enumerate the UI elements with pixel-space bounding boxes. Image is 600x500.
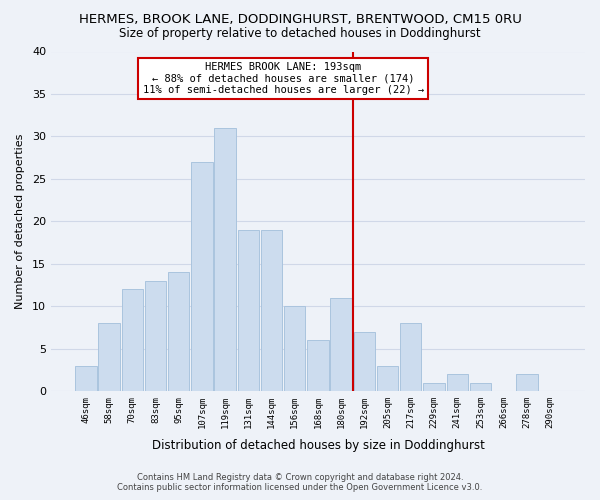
Bar	[238, 230, 259, 392]
Bar	[261, 230, 282, 392]
Bar	[516, 374, 538, 392]
Text: Contains HM Land Registry data © Crown copyright and database right 2024.
Contai: Contains HM Land Registry data © Crown c…	[118, 473, 482, 492]
Bar	[191, 162, 212, 392]
Bar	[354, 332, 375, 392]
Bar	[331, 298, 352, 392]
Bar	[307, 340, 329, 392]
Bar	[122, 290, 143, 392]
Y-axis label: Number of detached properties: Number of detached properties	[15, 134, 25, 309]
Bar	[168, 272, 190, 392]
Bar	[400, 324, 421, 392]
Bar	[75, 366, 97, 392]
Text: HERMES BROOK LANE: 193sqm
← 88% of detached houses are smaller (174)
11% of semi: HERMES BROOK LANE: 193sqm ← 88% of detac…	[143, 62, 424, 95]
Bar	[214, 128, 236, 392]
Bar	[470, 383, 491, 392]
X-axis label: Distribution of detached houses by size in Doddinghurst: Distribution of detached houses by size …	[152, 440, 484, 452]
Bar	[424, 383, 445, 392]
Bar	[446, 374, 468, 392]
Text: HERMES, BROOK LANE, DODDINGHURST, BRENTWOOD, CM15 0RU: HERMES, BROOK LANE, DODDINGHURST, BRENTW…	[79, 12, 521, 26]
Bar	[284, 306, 305, 392]
Text: Size of property relative to detached houses in Doddinghurst: Size of property relative to detached ho…	[119, 28, 481, 40]
Bar	[145, 281, 166, 392]
Bar	[98, 324, 120, 392]
Bar	[377, 366, 398, 392]
